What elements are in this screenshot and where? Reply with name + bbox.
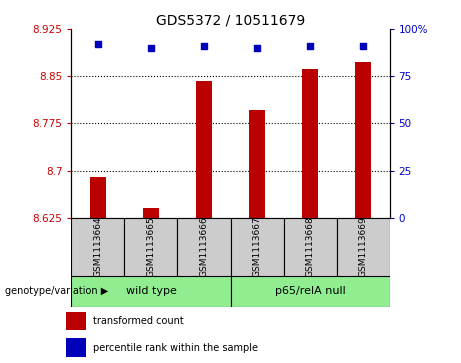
- Point: [200, 43, 207, 49]
- Point: [306, 43, 313, 49]
- Text: GSM1113666: GSM1113666: [200, 216, 208, 277]
- Text: GSM1113665: GSM1113665: [147, 216, 155, 277]
- Point: [94, 41, 101, 47]
- Bar: [196, 81, 212, 218]
- Text: GSM1113664: GSM1113664: [94, 216, 102, 277]
- Text: p65/relA null: p65/relA null: [275, 286, 345, 296]
- Bar: [90, 177, 106, 218]
- Text: GSM1113668: GSM1113668: [306, 216, 314, 277]
- Text: transformed count: transformed count: [93, 317, 183, 326]
- Point: [254, 45, 261, 51]
- Bar: [302, 69, 318, 218]
- Bar: [249, 110, 265, 218]
- Text: GSM1113667: GSM1113667: [253, 216, 261, 277]
- Bar: [65, 312, 86, 330]
- Bar: [143, 208, 159, 218]
- Point: [359, 43, 366, 49]
- Bar: [177, 218, 230, 276]
- Bar: [71, 218, 124, 276]
- Bar: [230, 276, 390, 307]
- Bar: [355, 62, 371, 218]
- Bar: [337, 218, 390, 276]
- Text: wild type: wild type: [125, 286, 177, 296]
- Bar: [230, 218, 284, 276]
- Point: [148, 45, 155, 51]
- Bar: [71, 276, 230, 307]
- Title: GDS5372 / 10511679: GDS5372 / 10511679: [156, 14, 305, 28]
- Bar: [124, 218, 177, 276]
- Text: genotype/variation ▶: genotype/variation ▶: [5, 286, 108, 296]
- Bar: [65, 338, 86, 357]
- Text: GSM1113669: GSM1113669: [359, 216, 367, 277]
- Text: percentile rank within the sample: percentile rank within the sample: [93, 343, 258, 353]
- Bar: [284, 218, 337, 276]
